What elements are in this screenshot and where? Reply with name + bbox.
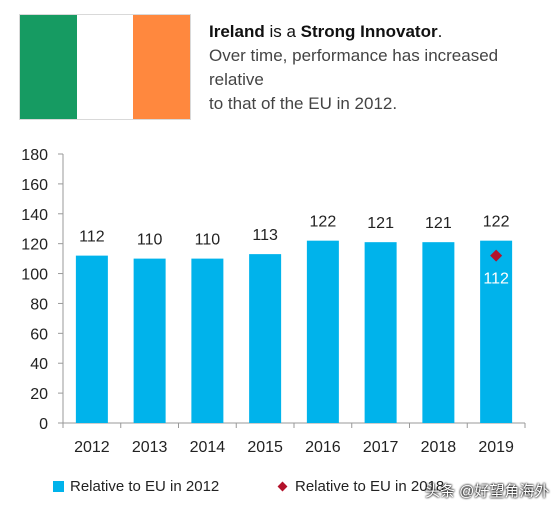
y-tick-label: 60	[30, 326, 48, 343]
y-tick-label: 180	[21, 147, 48, 164]
flag-band-white	[76, 15, 134, 119]
bar-chart: 0 20 40 60 80 100 120 140 160 180 112 110 110 113 122 1…	[21, 147, 526, 456]
y-tick-label: 0	[39, 416, 48, 433]
y-tick-label: 20	[30, 386, 48, 403]
headline: Ireland is a Strong Innovator. Over time…	[209, 20, 549, 116]
bar	[480, 240, 513, 423]
bar	[306, 240, 339, 423]
bar	[133, 258, 166, 423]
bar	[422, 242, 455, 423]
x-tick-label: 2018	[421, 439, 457, 456]
y-tick-label: 120	[21, 237, 48, 254]
innovator-group: Strong Innovator	[300, 22, 438, 41]
flag-band-green	[20, 15, 77, 119]
bar-value-label: 110	[195, 232, 221, 249]
marker-value-label: 112	[483, 271, 509, 288]
headline-period: .	[437, 22, 443, 41]
chart-legend: Relative to EU in 2012 Relative to EU in…	[0, 478, 552, 500]
watermark: 头条 @好望角海外	[425, 483, 550, 500]
x-tick-label: 2014	[190, 439, 226, 456]
y-tick-label: 40	[30, 356, 48, 373]
x-tick-label: 2012	[74, 439, 110, 456]
legend-bar-label: Relative to EU in 2012	[70, 478, 220, 495]
y-tick-label: 100	[21, 267, 48, 284]
legend-bar-swatch	[53, 481, 64, 492]
x-tick-label: 2016	[305, 439, 341, 456]
bar-value-label: 112	[79, 229, 105, 246]
legend-marker-label: Relative to EU in 2018	[295, 478, 445, 495]
x-tick-label: 2013	[132, 439, 168, 456]
y-tick-label: 160	[21, 177, 48, 194]
headline-line-2: Over time, performance has increased rel…	[209, 46, 499, 89]
bar	[364, 242, 397, 423]
ireland-flag	[19, 14, 191, 120]
x-tick-label: 2017	[363, 439, 399, 456]
headline-connector: is a	[264, 22, 301, 41]
legend-diamond-swatch	[277, 481, 288, 492]
x-tick-label: 2015	[247, 439, 283, 456]
bar-value-label: 121	[425, 215, 452, 232]
flag-band-orange	[133, 15, 191, 119]
legend-item-bars: Relative to EU in 2012	[53, 478, 219, 495]
y-tick-label: 80	[30, 296, 48, 313]
bar	[191, 258, 224, 423]
bar	[75, 255, 108, 423]
headline-line-1: Ireland is a Strong Innovator.	[209, 20, 549, 44]
bar-value-label: 110	[137, 232, 163, 249]
headline-line-3: to that of the EU in 2012.	[209, 94, 398, 113]
country-name: Ireland	[209, 22, 265, 41]
y-tick-label: 140	[21, 207, 48, 224]
legend-item-marker: Relative to EU in 2018	[277, 478, 445, 495]
x-tick-label: 2019	[478, 439, 514, 456]
bar-value-label: 122	[483, 214, 510, 231]
marker-diamond	[490, 249, 503, 262]
bar-value-label: 122	[310, 214, 337, 231]
bar	[249, 254, 282, 423]
bar-value-label: 121	[367, 215, 394, 232]
bar-value-label: 113	[252, 227, 278, 244]
